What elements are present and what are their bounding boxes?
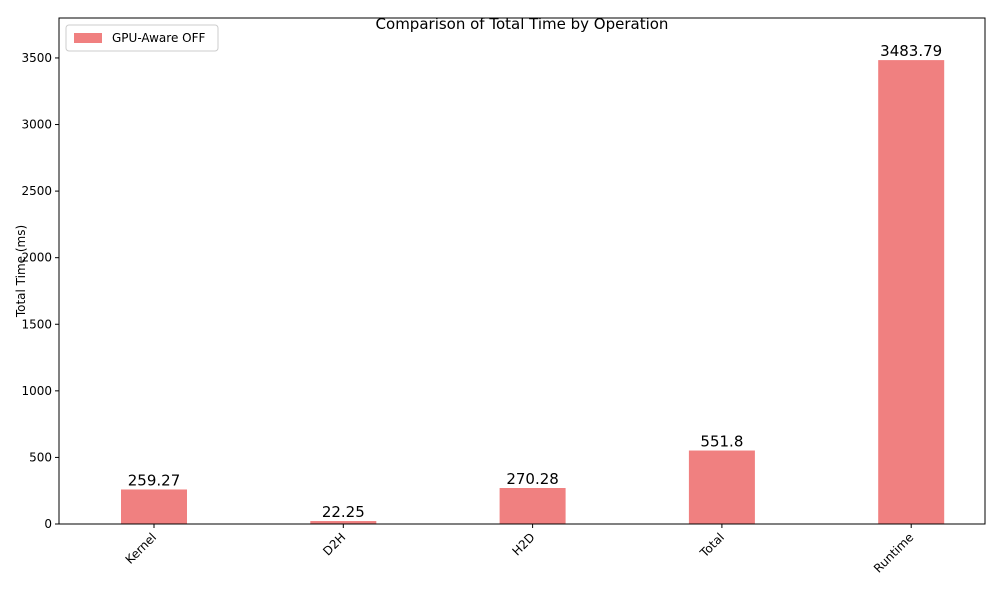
y-tick-label: 2500	[21, 184, 52, 198]
value-label: 22.25	[322, 503, 365, 521]
y-tick-label: 3500	[21, 51, 52, 65]
legend-swatch	[74, 33, 102, 43]
bar	[310, 521, 377, 524]
chart-title: Comparison of Total Time by Operation	[376, 15, 669, 33]
y-tick-label: 2000	[21, 251, 52, 265]
y-tick-label: 0	[44, 517, 52, 531]
bar	[878, 60, 945, 524]
bar	[499, 488, 566, 524]
y-tick-label: 500	[29, 450, 52, 464]
value-label: 259.27	[128, 471, 181, 489]
bar	[121, 489, 187, 524]
y-tick-label: 1000	[21, 384, 52, 398]
x-tick-label: Runtime	[871, 530, 916, 575]
x-tick-label: H2D	[510, 530, 538, 558]
value-label: 3483.79	[880, 42, 942, 60]
legend-label: GPU-Aware OFF	[112, 31, 205, 45]
x-tick-label: D2H	[320, 530, 348, 558]
plot-frame	[58, 17, 986, 525]
legend-box	[65, 24, 219, 52]
y-tick-label: 1500	[21, 317, 52, 331]
value-label: 270.28	[506, 470, 559, 488]
bar	[688, 450, 755, 524]
x-tick-label: Total	[697, 530, 727, 560]
y-axis-label: Total Time (ms)	[14, 225, 28, 318]
y-tick-label: 3000	[21, 118, 52, 132]
value-label: 551.8	[700, 433, 743, 451]
x-tick-label: Kernel	[123, 530, 160, 567]
